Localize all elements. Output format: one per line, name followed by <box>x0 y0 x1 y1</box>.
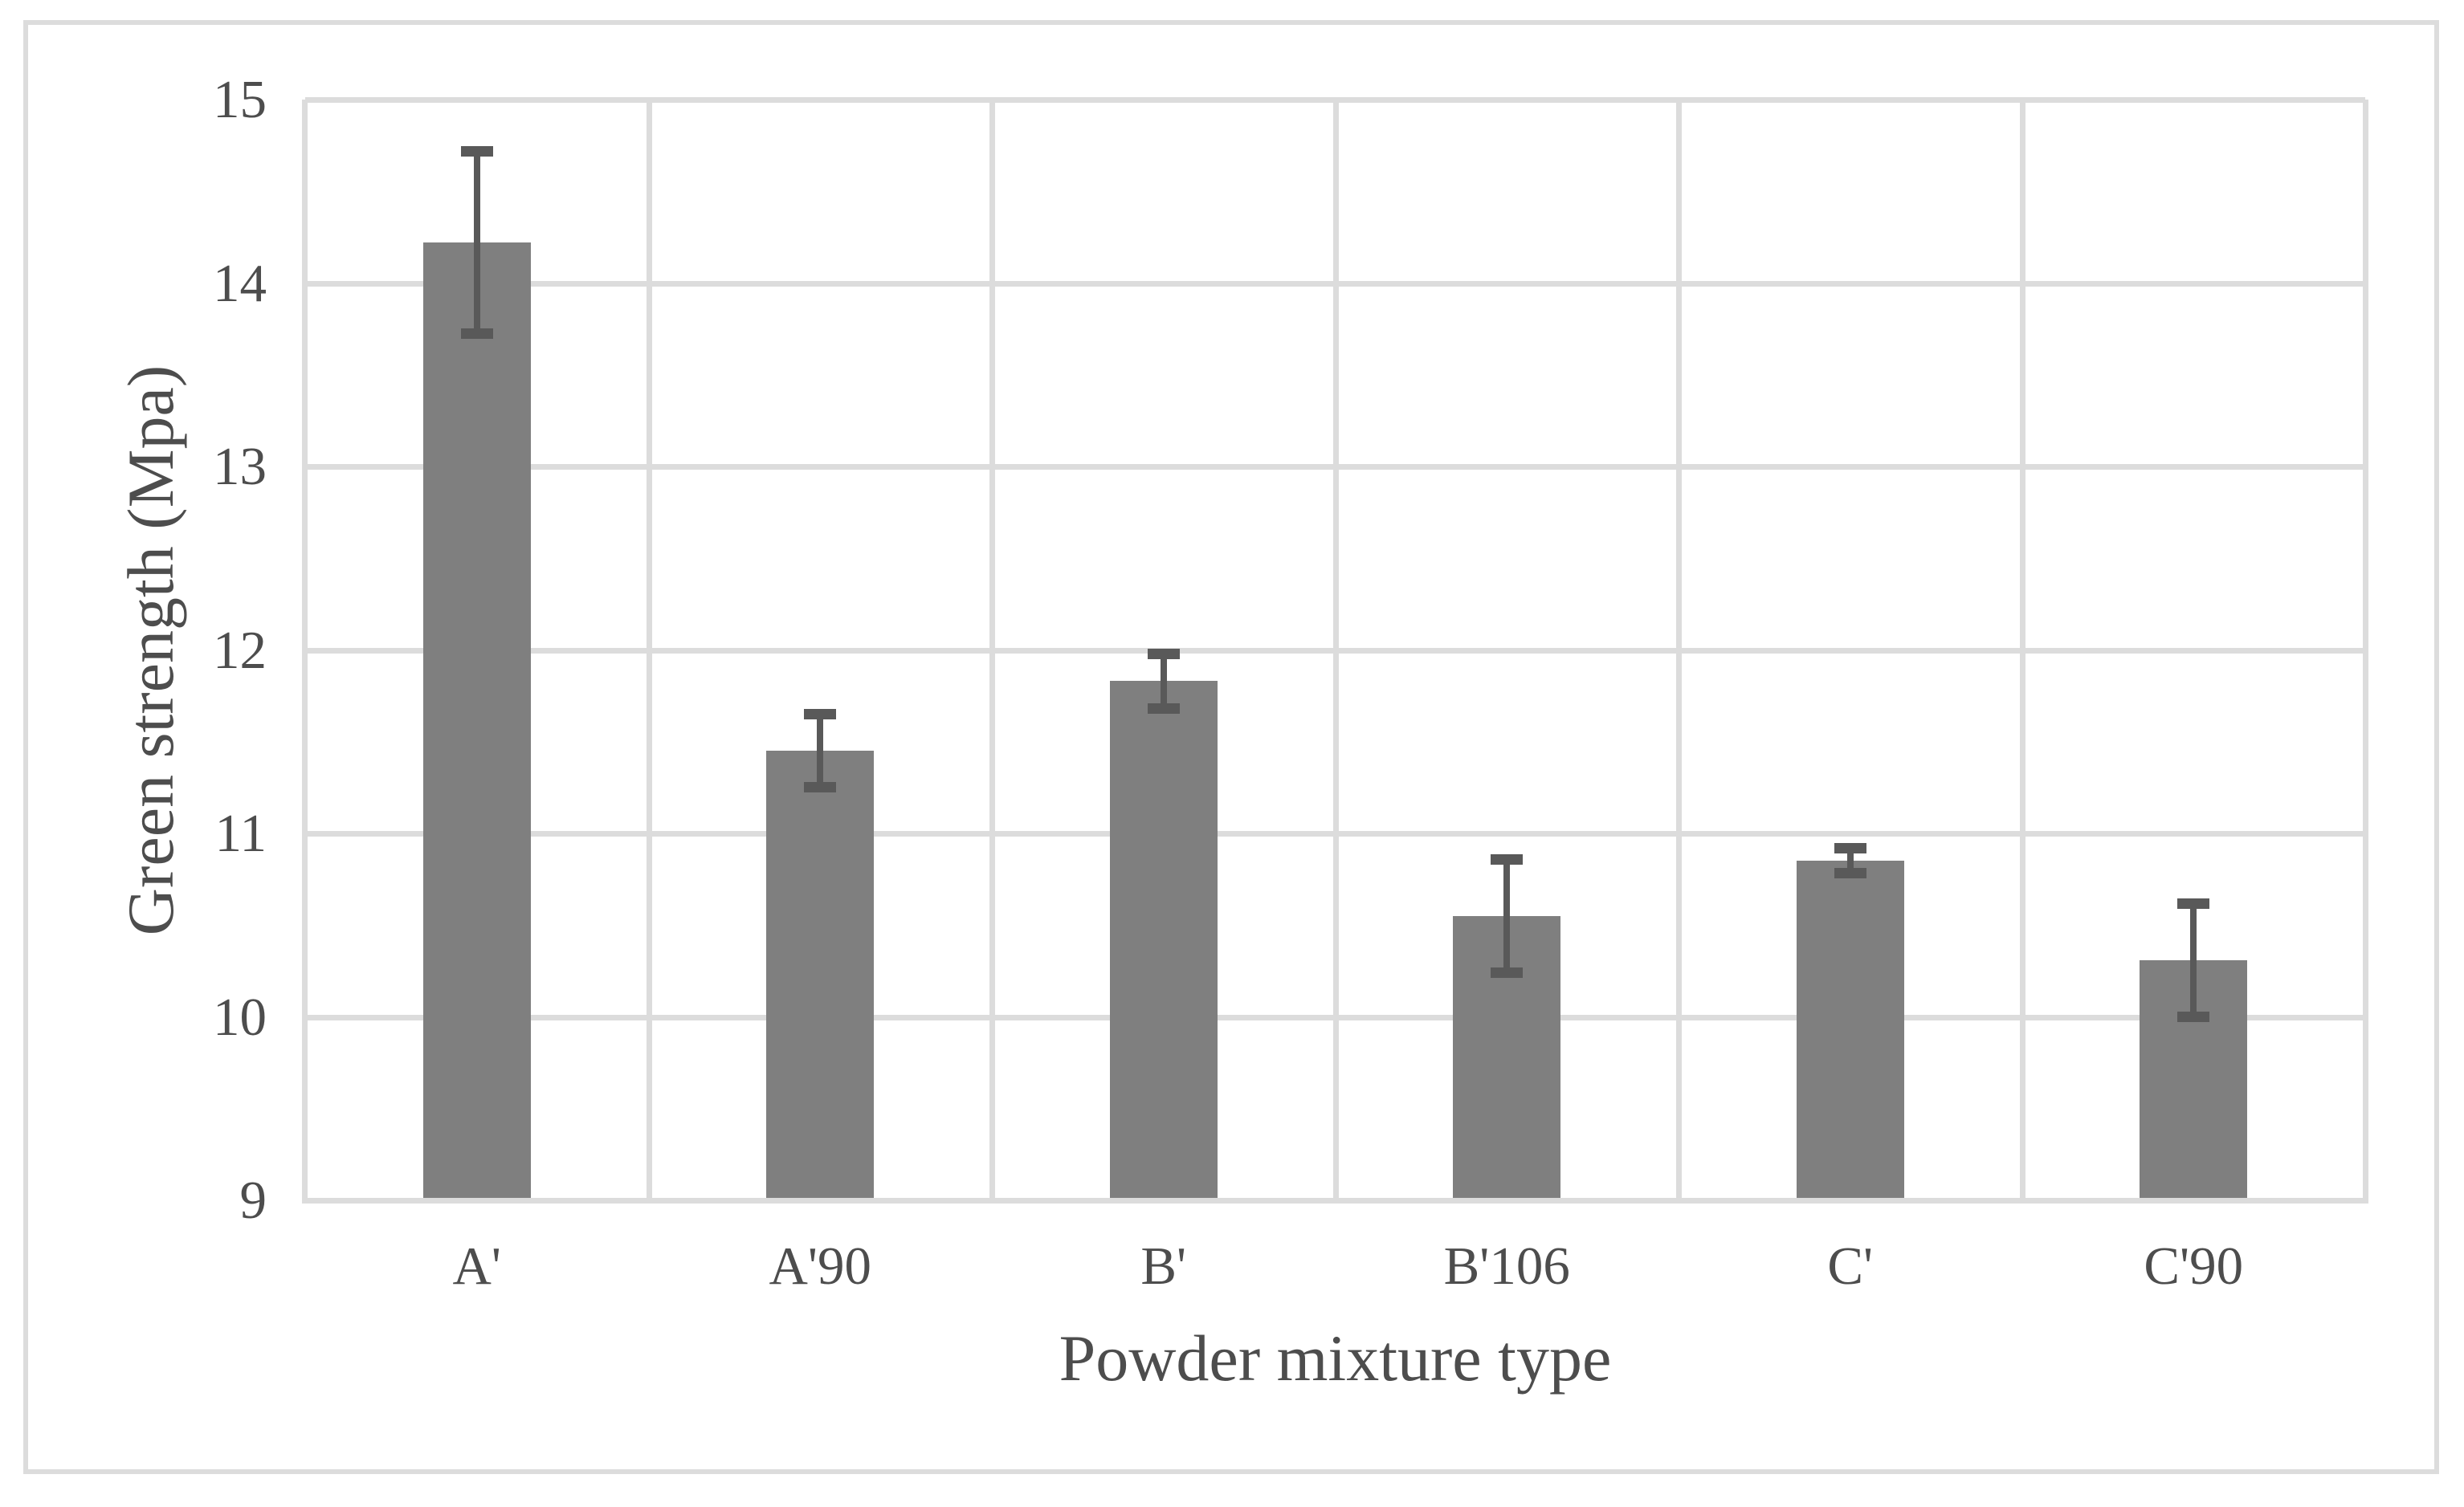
error-bar-cap-top <box>1147 649 1180 660</box>
error-bar-line <box>1160 654 1167 709</box>
error-bar-cap-bottom <box>1834 868 1866 879</box>
error-bar-cap-top <box>1834 843 1866 854</box>
y-tick-label: 9 <box>239 1171 267 1230</box>
v-gridline <box>646 100 652 1200</box>
error-bar-line <box>473 150 480 335</box>
y-tick-label: 12 <box>213 620 267 680</box>
bar <box>422 242 531 1200</box>
error-bar-cap-bottom <box>460 328 493 340</box>
y-axis-line <box>302 100 308 1204</box>
y-tick-label: 10 <box>213 987 267 1047</box>
bar <box>766 751 875 1200</box>
error-bar-cap-top <box>2177 898 2210 909</box>
x-axis-line <box>302 1198 2368 1204</box>
bar <box>1109 681 1218 1200</box>
y-tick-label: 11 <box>214 804 267 863</box>
error-bar-cap-bottom <box>1147 703 1180 714</box>
v-gridline <box>2363 100 2368 1200</box>
error-bar-cap-bottom <box>2177 1011 2210 1022</box>
error-bar-line <box>2190 902 2197 1017</box>
error-bar-line <box>817 714 824 788</box>
error-bar-cap-bottom <box>1491 967 1524 978</box>
y-tick-label: 15 <box>213 70 267 129</box>
error-bar-cap-bottom <box>804 781 837 792</box>
v-gridline <box>1332 100 1339 1200</box>
error-bar-line <box>1846 848 1854 874</box>
bar <box>1796 861 1904 1200</box>
x-category-label: A'90 <box>769 1236 871 1296</box>
x-category-label: B' <box>1140 1236 1187 1296</box>
y-tick-label: 13 <box>213 437 267 496</box>
error-bar-cap-top <box>804 709 837 720</box>
v-gridline <box>1676 100 1682 1200</box>
x-category-label: C' <box>1827 1236 1874 1296</box>
error-bar-cap-top <box>460 145 493 157</box>
y-axis-title: Green strength (Mpa) <box>114 365 187 936</box>
error-bar-line <box>1503 858 1511 973</box>
x-category-label: B'106 <box>1443 1236 1570 1296</box>
plot-area <box>305 97 2368 1200</box>
error-bar-cap-top <box>1491 853 1524 865</box>
x-category-label: C'90 <box>2144 1236 2244 1296</box>
x-category-label: A' <box>452 1236 501 1296</box>
y-tick-label: 14 <box>213 253 267 313</box>
x-axis-title: Powder mixture type <box>1059 1322 1612 1395</box>
v-gridline <box>2019 100 2025 1200</box>
v-gridline <box>989 100 995 1200</box>
